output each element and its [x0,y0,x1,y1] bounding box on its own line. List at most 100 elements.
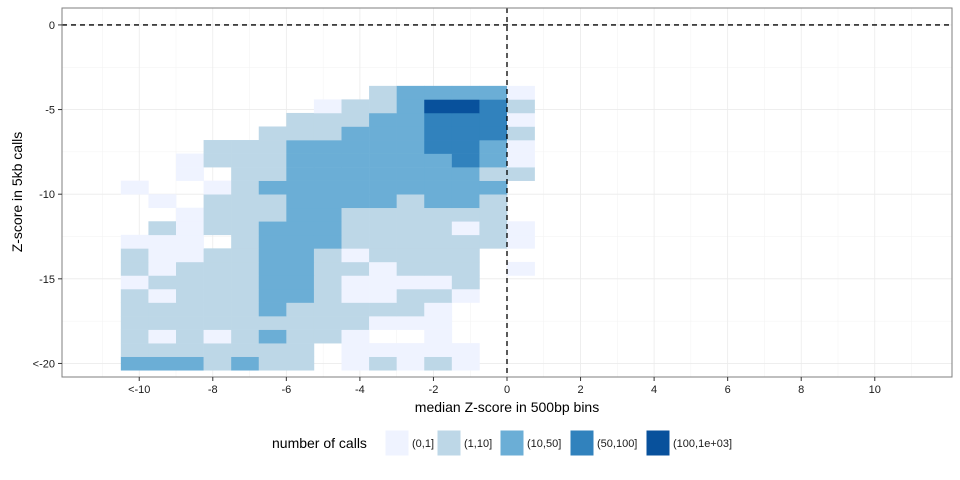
heatmap-cell [313,153,342,168]
heatmap-cell [424,112,453,127]
heatmap-cell [424,99,453,114]
heatmap-cell [396,167,425,181]
heatmap-cell [451,167,480,181]
legend-swatch [645,429,671,457]
heatmap-cell [369,85,397,100]
heatmap-cell [148,329,177,344]
y-axis-ticks: 0 -5 -10 -15 <-20 [33,20,62,370]
heatmap-cell [203,221,232,236]
heatmap-cell [451,275,480,290]
heatmap-cell [313,167,342,181]
heatmap-cell [231,194,260,209]
heatmap-cell [424,302,453,317]
heatmap-cell [203,356,232,371]
heatmap-cell [341,140,370,154]
heatmap-cell [479,140,508,154]
heatmap-cell [507,167,535,181]
heatmap-cell [369,288,397,303]
heatmap-cell [451,356,480,371]
heatmap-cell [341,153,370,168]
heatmap-cell [451,261,480,276]
heatmap-cell [203,343,232,357]
heatmap-cell [176,356,204,371]
heatmap-cell [424,356,453,371]
legend: number of calls (0,1] (1,10] (10,50] (50,10… [272,429,732,457]
heatmap-cell [396,302,425,317]
heatmap-cell [369,248,397,263]
heatmap-cell [148,194,177,209]
x-tick-label: -8 [208,384,218,396]
heatmap-cell [203,194,232,209]
heatmap-cell [258,234,287,249]
heatmap-cell [313,99,342,114]
heatmap-cell [341,329,370,344]
heatmap-cell [231,140,260,154]
heatmap-cell [313,221,342,236]
heatmap-cell [341,126,370,141]
heatmap-cell [451,194,480,209]
heatmap-cell [231,248,260,263]
y-tick-label: <-20 [33,358,55,370]
heatmap-cell [507,85,535,100]
heatmap-cell [176,153,204,168]
heatmap-cell [451,140,480,154]
x-tick-label: 8 [798,384,804,396]
heatmap-cell [203,329,232,344]
heatmap-cell [341,194,370,209]
heatmap-cell [369,99,397,114]
heatmap-cell [148,356,177,371]
heatmap-cell [258,248,287,263]
heatmap-cell [507,221,535,236]
heatmap-cell [176,275,204,290]
heatmap-cell [120,248,149,263]
heatmap-cell [396,234,425,249]
heatmap-cell [451,207,480,222]
heatmap-cell [424,234,453,249]
heatmap-cell [176,207,204,222]
heatmap-cell [396,153,425,168]
heatmap-cell [286,356,315,371]
heatmap-cell [341,343,370,357]
x-axis-title: median Z-score in 500bp bins [415,399,599,415]
heatmap-cell [424,153,453,168]
heatmap-cell [313,180,342,195]
heatmap-cell [286,194,315,209]
heatmap-cell [451,85,480,100]
heatmap-cell [341,302,370,317]
heatmap-cell [231,356,260,371]
heatmap-cell [479,234,508,249]
heatmap-cell [231,234,260,249]
heatmap-cell [507,112,535,127]
heatmap-cell [424,207,453,222]
heatmap-cell [313,288,342,303]
heatmap-cell [341,288,370,303]
heatmap-cell [479,221,508,236]
legend-label: (1,10] [464,438,492,450]
heatmap-cell [313,261,342,276]
heatmap-cell [313,248,342,263]
heatmap-cell [451,234,480,249]
legend-title: number of calls [272,435,367,451]
heatmap-cell [176,221,204,236]
x-tick-label: <-10 [128,384,150,396]
heatmap-cell [369,207,397,222]
heatmap-cell [148,234,177,249]
x-tick-label: -6 [281,384,291,396]
heatmap-cell [424,167,453,181]
legend-label: (0,1] [412,438,434,450]
heatmap-cell [341,99,370,114]
heatmap-cell [341,316,370,330]
heatmap-cell [507,234,535,249]
heatmap-cell [369,140,397,154]
x-tick-label: 6 [725,384,731,396]
heatmap-cell [396,356,425,371]
heatmap-cell [176,248,204,263]
heatmap-cell [313,112,342,127]
heatmap-cell [369,275,397,290]
heatmap-cell [424,248,453,263]
heatmap-cell [396,261,425,276]
heatmap-cell [369,343,397,357]
heatmap-cell [507,99,535,114]
heatmap-cell [479,99,508,114]
heatmap-cell [258,356,287,371]
